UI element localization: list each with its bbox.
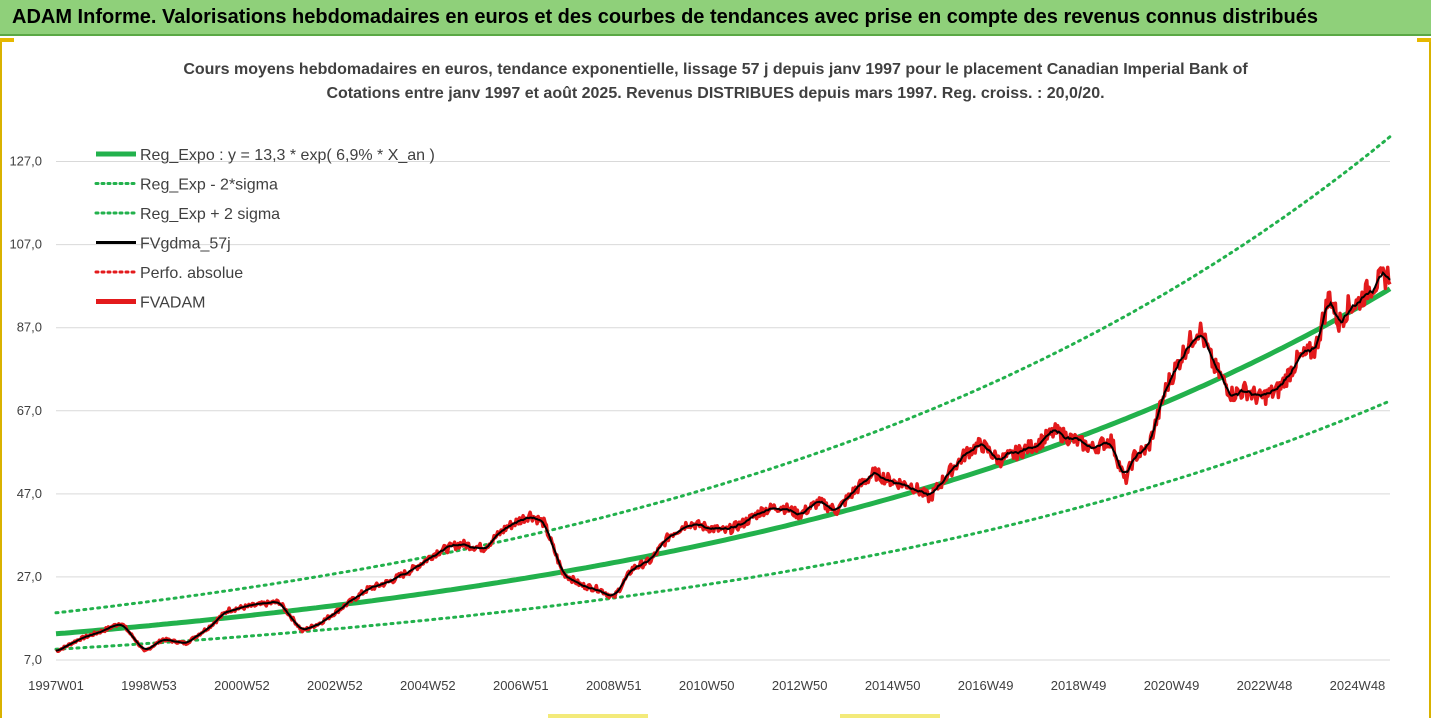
chart-title-line2: Cotations entre janv 1997 et août 2025. … bbox=[326, 85, 1105, 102]
x-tick-label: 2000W52 bbox=[214, 678, 270, 693]
legend-label: Perfo. absolue bbox=[140, 265, 243, 282]
report-banner: ADAM Informe. Valorisations hebdomadaire… bbox=[0, 0, 1431, 36]
x-tick-label: 2024W48 bbox=[1330, 678, 1386, 693]
y-tick-label: 107,0 bbox=[9, 237, 42, 252]
x-tick-label: 2004W52 bbox=[400, 678, 456, 693]
y-tick-label: 7,0 bbox=[24, 652, 42, 667]
frame-corner-top-left bbox=[0, 38, 14, 42]
legend-label: FVADAM bbox=[140, 295, 205, 312]
regression-bands bbox=[54, 135, 1392, 651]
x-tick-label: 2016W49 bbox=[958, 678, 1014, 693]
x-tick-label: 2010W50 bbox=[679, 678, 735, 693]
x-tick-label: 2020W49 bbox=[1144, 678, 1200, 693]
y-tick-label: 87,0 bbox=[17, 320, 42, 335]
fvadam-line bbox=[55, 265, 1392, 654]
fvgdma-line bbox=[55, 270, 1391, 652]
upper-band-line bbox=[54, 135, 1392, 615]
chart-title: Cours moyens hebdomadaires en euros, ten… bbox=[0, 58, 1431, 106]
x-tick-label: 2002W52 bbox=[307, 678, 363, 693]
legend: Reg_Expo : y = 13,3 * exp( 6,9% * X_an )… bbox=[94, 147, 435, 312]
x-tick-label: 2018W49 bbox=[1051, 678, 1107, 693]
legend-label: FVgdma_57j bbox=[140, 236, 231, 253]
chart-frame bbox=[0, 38, 1431, 718]
legend-label: Reg_Expo : y = 13,3 * exp( 6,9% * X_an ) bbox=[140, 147, 435, 164]
regression-line bbox=[55, 286, 1392, 637]
chart-title-line1: Cours moyens hebdomadaires en euros, ten… bbox=[183, 61, 1248, 78]
frame-corner-top-right bbox=[1417, 38, 1431, 42]
x-tick-label: 1997W01 bbox=[28, 678, 84, 693]
y-tick-label: 67,0 bbox=[17, 403, 42, 418]
report-title: ADAM Informe. Valorisations hebdomadaire… bbox=[12, 6, 1318, 28]
frame-bottom-marker bbox=[548, 714, 648, 718]
x-tick-label: 2022W48 bbox=[1237, 678, 1293, 693]
y-tick-label: 127,0 bbox=[9, 154, 42, 169]
x-tick-label: 2008W51 bbox=[586, 678, 642, 693]
y-tick-label: 47,0 bbox=[17, 486, 42, 501]
x-tick-label: 2012W50 bbox=[772, 678, 828, 693]
lower-band-line bbox=[54, 399, 1392, 651]
axis-labels: 7,0 27,0 47,0 67,0 87,0 107,0 127,0 1997W01 1998… bbox=[9, 154, 1385, 693]
x-tick-label: 1998W53 bbox=[121, 678, 177, 693]
gridlines bbox=[56, 161, 1390, 661]
y-tick-label: 27,0 bbox=[17, 569, 42, 584]
x-tick-label: 2006W51 bbox=[493, 678, 549, 693]
series-lines bbox=[55, 265, 1392, 654]
x-tick-label: 2014W50 bbox=[865, 678, 921, 693]
legend-label: Reg_Exp - 2*sigma bbox=[140, 177, 278, 194]
legend-label: Reg_Exp + 2 sigma bbox=[140, 206, 280, 223]
frame-bottom-marker bbox=[840, 714, 940, 718]
